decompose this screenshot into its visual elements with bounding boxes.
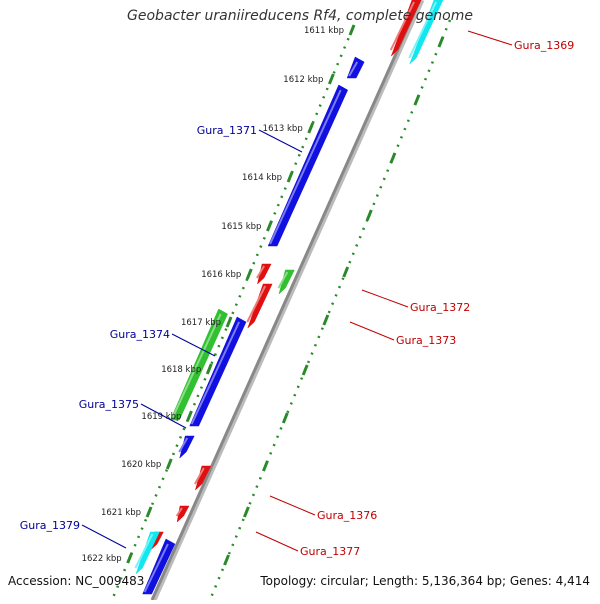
kbp-tick-label: 1615 kbp [221,222,261,232]
gene-gura-1376-highlight [194,467,205,485]
gene-gura-1379-b-highlight [143,543,169,593]
gene-gura-1369-a [391,0,422,57]
kbp-tick-mark [225,316,233,328]
kbp-tick-mark [205,363,213,375]
right-tick-mark [281,412,289,424]
gene-gura-1372-b [278,269,295,295]
gene-label-leader [255,531,299,552]
kbp-tick-label: 1618 kbp [161,365,201,375]
kbp-tick-label: 1617 kbp [181,318,221,328]
kbp-tick-mark [348,24,356,36]
genome-backbone [150,0,425,602]
kbp-tick-label: 1611 kbp [304,26,344,36]
kbp-tick-mark [307,122,315,134]
gene-gura-1374-highlight [171,313,222,419]
gene-gura-1379-a [135,531,160,575]
right-tick-mark [413,94,421,106]
kbp-tick-label: 1613 kbp [263,124,303,134]
kbp-tick-label: 1619 kbp [141,412,181,422]
gene-label: Gura_1369 [514,39,574,52]
gene-label: Gura_1375 [79,398,139,411]
map-title: Geobacter uraniireducens Rf4, complete g… [127,8,473,24]
gene-gura-1376 [194,465,212,491]
right-tick-mark [322,314,330,326]
gene-gura-1377-a-highlight [175,507,183,517]
gene-label: Gura_1374 [110,328,170,341]
gene-gura-1369-a-highlight [389,1,415,51]
gene-label: Gura_1372 [410,301,470,314]
kbp-tick-mark [145,506,153,518]
kbp-tick-mark [245,268,253,280]
right-dot-line [208,19,452,601]
gene-gura-1375-highlight [190,321,240,425]
gene-gura-1371-highlight [269,89,342,245]
kbp-tick-label: 1620 kbp [121,460,161,470]
gene-gura-1369-b [409,0,444,65]
right-tick-mark [365,209,373,221]
right-dotted-track [208,19,452,601]
gene-label-leader [171,333,216,357]
gene-features [134,0,444,595]
accession-text: Accession: NC_009483 [8,574,145,588]
gene-label-leader [467,30,513,46]
kbp-tick-label: 1622 kbp [82,554,122,564]
gene-gura-1379-a-highlight [134,533,154,569]
gene-label-leader [361,289,409,308]
gene-gura-1373-highlight [246,285,267,323]
gene-labels: Gura_1369 Gura_1371 Gura_1372 Gura_1373 Gura… [20,30,574,558]
kbp-tick-labels: 1611 kbp 1612 kbp 1613 kbp 1614 kbp 1615 kbp… [82,24,356,564]
backbone-line [150,0,422,601]
right-tick-mark [223,554,230,566]
gene-label-leader [349,321,395,341]
right-tick-mark [389,152,397,164]
right-tick-mark [437,36,445,48]
gene-label-leader [140,403,187,429]
kbp-tick-label: 1616 kbp [201,270,241,280]
gene-label: Gura_1373 [396,334,456,347]
gene-label: Gura_1376 [317,509,377,522]
kbp-tick-mark [186,410,193,422]
gene-gura-1373 [247,283,273,329]
gene-small-blue-2-highlight [178,437,189,453]
right-tick-mark [243,506,250,518]
right-tick-mark [262,460,269,472]
kbp-tick-mark [286,171,294,183]
gene-label: Gura_1379 [20,519,80,532]
gene-label-leader [269,495,316,516]
gene-gura-1372-b-highlight [277,271,289,289]
right-tick-mark [342,266,350,278]
summary-text: Topology: circular; Length: 5,136,364 bp… [260,574,590,588]
gene-small-blue-2 [179,435,195,459]
kbp-tick-label: 1621 kbp [101,508,141,518]
gene-gura-1369-b-highlight [408,1,437,59]
kbp-tick-mark [327,73,335,85]
kbp-tick-mark [266,220,273,232]
kbp-tick-mark [165,458,173,470]
right-tick-mark [301,364,309,376]
kbp-tick-mark [126,552,134,564]
kbp-tick-label: 1612 kbp [283,75,323,85]
gene-gura-1372-a-highlight [256,265,265,279]
backbone-shadow [151,0,425,602]
gene-label-leader [81,524,127,549]
kbp-tick-label: 1614 kbp [242,173,282,183]
gene-label-leader [258,129,303,153]
gene-small-blue-1-highlight [348,61,359,77]
gene-label: Gura_1371 [197,124,257,137]
gene-label: Gura_1377 [300,545,360,558]
gene-gura-1372-a [257,263,272,285]
